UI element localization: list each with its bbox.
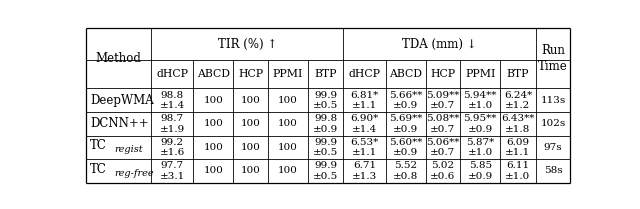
Text: 6.43**
±1.8: 6.43** ±1.8 [501, 114, 534, 134]
Text: TIR (%) ↑: TIR (%) ↑ [218, 38, 277, 51]
Text: regist: regist [115, 145, 143, 154]
Text: HCP: HCP [238, 69, 263, 79]
Text: 100: 100 [278, 143, 298, 152]
Text: 5.85
±0.9: 5.85 ±0.9 [468, 161, 493, 181]
Text: BTP: BTP [507, 69, 529, 79]
Text: 5.94**
±1.0: 5.94** ±1.0 [463, 90, 497, 110]
Text: 100: 100 [204, 96, 223, 105]
Text: 100: 100 [204, 167, 223, 176]
Text: DCNN++: DCNN++ [90, 117, 148, 130]
Text: dHCP: dHCP [349, 69, 381, 79]
Text: 6.71
±1.3: 6.71 ±1.3 [352, 161, 378, 181]
Text: 6.24*
±1.2: 6.24* ±1.2 [504, 90, 532, 110]
Text: 6.09
±1.1: 6.09 ±1.1 [506, 138, 531, 157]
Text: 5.52
±0.8: 5.52 ±0.8 [393, 161, 419, 181]
Text: Run
Time: Run Time [538, 44, 568, 73]
Text: 98.8
±1.4: 98.8 ±1.4 [159, 90, 185, 110]
Text: 5.08**
±0.7: 5.08** ±0.7 [426, 114, 460, 134]
Text: 5.69**
±0.9: 5.69** ±0.9 [389, 114, 422, 134]
Text: 100: 100 [278, 119, 298, 128]
Text: 5.60**
±0.9: 5.60** ±0.9 [389, 138, 422, 157]
Text: 100: 100 [278, 167, 298, 176]
Text: 6.11
±1.0: 6.11 ±1.0 [506, 161, 531, 181]
Text: 58s: 58s [543, 167, 563, 176]
Text: 97.7
±3.1: 97.7 ±3.1 [159, 161, 185, 181]
Text: DeepWMA: DeepWMA [90, 94, 154, 107]
Text: 99.9
±0.5: 99.9 ±0.5 [313, 90, 338, 110]
Text: 97s: 97s [543, 143, 563, 152]
Text: 102s: 102s [540, 119, 566, 128]
Text: BTP: BTP [314, 69, 337, 79]
Text: PPMI: PPMI [273, 69, 303, 79]
Text: TC: TC [90, 139, 107, 152]
Text: PPMI: PPMI [465, 69, 495, 79]
Text: 98.7
±1.9: 98.7 ±1.9 [159, 114, 185, 134]
Text: 100: 100 [204, 143, 223, 152]
Text: 5.02
±0.6: 5.02 ±0.6 [430, 161, 456, 181]
Text: 99.8
±0.9: 99.8 ±0.9 [313, 114, 338, 134]
Text: HCP: HCP [430, 69, 456, 79]
Text: 6.81*
±1.1: 6.81* ±1.1 [351, 90, 379, 110]
Text: 100: 100 [278, 96, 298, 105]
Text: 5.06**
±0.7: 5.06** ±0.7 [426, 138, 460, 157]
Text: 99.2
±1.6: 99.2 ±1.6 [159, 138, 185, 157]
Text: 113s: 113s [540, 96, 566, 105]
Text: 5.66**
±0.9: 5.66** ±0.9 [389, 90, 422, 110]
Text: 6.90*
±1.4: 6.90* ±1.4 [351, 114, 379, 134]
Text: TDA (mm) ↓: TDA (mm) ↓ [403, 38, 477, 51]
Text: 5.95**
±0.9: 5.95** ±0.9 [463, 114, 497, 134]
Text: 100: 100 [241, 167, 260, 176]
Text: dHCP: dHCP [156, 69, 188, 79]
Text: 100: 100 [241, 143, 260, 152]
Text: 6.53*
±1.1: 6.53* ±1.1 [351, 138, 379, 157]
Text: 5.87*
±1.0: 5.87* ±1.0 [466, 138, 494, 157]
Text: reg-free: reg-free [115, 169, 154, 178]
Text: ABCD: ABCD [389, 69, 422, 79]
Text: TC: TC [90, 163, 107, 176]
Text: 100: 100 [204, 119, 223, 128]
Text: ABCD: ABCD [197, 69, 230, 79]
Text: 5.09**
±0.7: 5.09** ±0.7 [426, 90, 460, 110]
Text: 99.9
±0.5: 99.9 ±0.5 [313, 161, 338, 181]
Text: 99.9
±0.5: 99.9 ±0.5 [313, 138, 338, 157]
Text: 100: 100 [241, 119, 260, 128]
Text: Method: Method [95, 52, 141, 65]
Text: 100: 100 [241, 96, 260, 105]
